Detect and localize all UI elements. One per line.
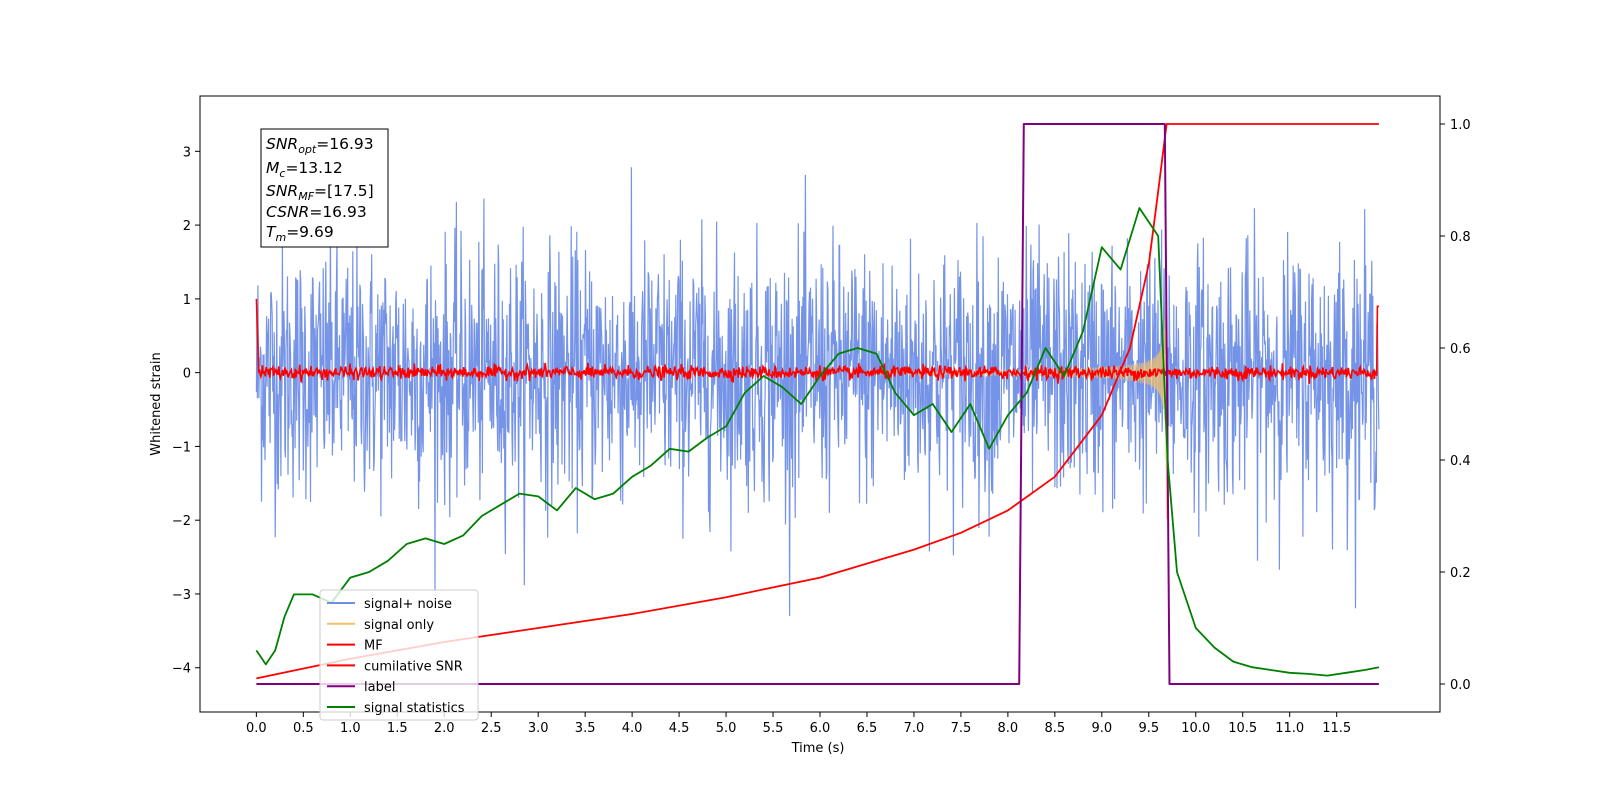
annotation-box: SNRopt=16.93 Mc=13.12 SNRMF=[17.5] CSNR=…: [260, 128, 389, 248]
y-left-tick-label: 1: [183, 293, 191, 308]
label-series: [256, 123, 1379, 685]
x-tick-label: 2.0: [434, 721, 455, 736]
signal-statistics-series: [255, 207, 1380, 677]
mf-series: [255, 298, 1379, 384]
legend-label: cumilative SNR: [364, 659, 463, 674]
legend-label: signal only: [364, 618, 434, 633]
x-tick-label: 0.5: [293, 721, 314, 736]
x-tick-label: 10.5: [1228, 721, 1257, 736]
signal-statistics-line: [255, 207, 1380, 677]
annotation-csnr: CSNR=16.93: [266, 203, 367, 221]
x-tick-label: 10.0: [1181, 721, 1210, 736]
y-left-tick-label: −2: [172, 514, 191, 529]
y-left-tick-label: −3: [172, 588, 191, 603]
x-tick-label: 4.0: [622, 721, 643, 736]
legend-label: signal statistics: [364, 701, 465, 716]
y-right-tick-label: 0.8: [1450, 230, 1471, 245]
y-axis-label: Whitened strain: [149, 352, 164, 455]
y-left-tick-label: −4: [172, 662, 191, 677]
cumulative-snr-line: [256, 123, 1379, 680]
y-left-tick-label: 0: [183, 367, 191, 382]
y-right-tick-label: 0.2: [1450, 566, 1471, 581]
x-tick-label: 7.0: [904, 721, 925, 736]
x-tick-label: 8.5: [1045, 721, 1066, 736]
legend-frame: [319, 589, 479, 721]
y-right-tick-label: 0.0: [1450, 678, 1471, 693]
y-left-tick-label: −1: [172, 440, 191, 455]
mf-line: [255, 298, 1379, 384]
x-tick-label: 0.0: [246, 721, 267, 736]
x-tick-label: 6.0: [810, 721, 831, 736]
annotation-box-frame: [260, 128, 389, 248]
signal-plus-noise-series: [255, 167, 1380, 617]
legend-label: signal+ noise: [364, 597, 452, 612]
y-axis-left-ticks: 3 2 1 0 −1 −2 −3 −4: [172, 145, 200, 677]
legend: signal+ noise signal only MF cumilative SNR…: [319, 589, 479, 721]
x-axis-label: Time (s): [791, 741, 845, 756]
y-right-tick-label: 0.4: [1450, 454, 1471, 469]
annotation-tm: Tm=9.69: [266, 223, 334, 244]
signal-plus-noise-line: [255, 167, 1380, 617]
x-tick-label: 4.5: [669, 721, 690, 736]
x-tick-label: 2.5: [481, 721, 502, 736]
x-tick-label: 5.0: [716, 721, 737, 736]
x-tick-label: 11.0: [1275, 721, 1304, 736]
y-right-tick-label: 0.6: [1450, 342, 1471, 357]
x-tick-label: 3.0: [528, 721, 549, 736]
y-left-tick-label: 3: [183, 145, 191, 160]
x-axis-ticks: 0.0 0.5 1.0 1.5 2.0 2.5 3.0 3.5 4.0 4.5 5.0 5.5 6.0 6…: [246, 712, 1351, 736]
legend-label: label: [364, 680, 395, 695]
x-tick-label: 9.5: [1138, 721, 1159, 736]
annotation-snr-opt: SNRopt=16.93: [266, 135, 374, 156]
annotation-snr-mf: SNRMF=[17.5]: [266, 182, 374, 203]
x-tick-label: 8.0: [998, 721, 1019, 736]
label-line: [256, 123, 1379, 685]
legend-label: MF: [364, 639, 383, 654]
x-tick-label: 9.0: [1091, 721, 1112, 736]
x-tick-label: 6.5: [857, 721, 878, 736]
x-tick-label: 1.0: [340, 721, 361, 736]
x-tick-label: 5.5: [763, 721, 784, 736]
cumulative-snr-series: [256, 123, 1379, 680]
x-tick-label: 3.5: [575, 721, 596, 736]
y-axis-right-ticks: 1.0 0.8 0.6 0.4 0.2 0.0: [1440, 118, 1471, 693]
x-tick-label: 11.5: [1322, 721, 1351, 736]
x-tick-label: 1.5: [387, 721, 408, 736]
annotation-mc: Mc=13.12: [266, 159, 343, 180]
y-left-tick-label: 2: [183, 219, 191, 234]
x-tick-label: 7.5: [951, 721, 972, 736]
y-right-tick-label: 1.0: [1450, 118, 1471, 133]
